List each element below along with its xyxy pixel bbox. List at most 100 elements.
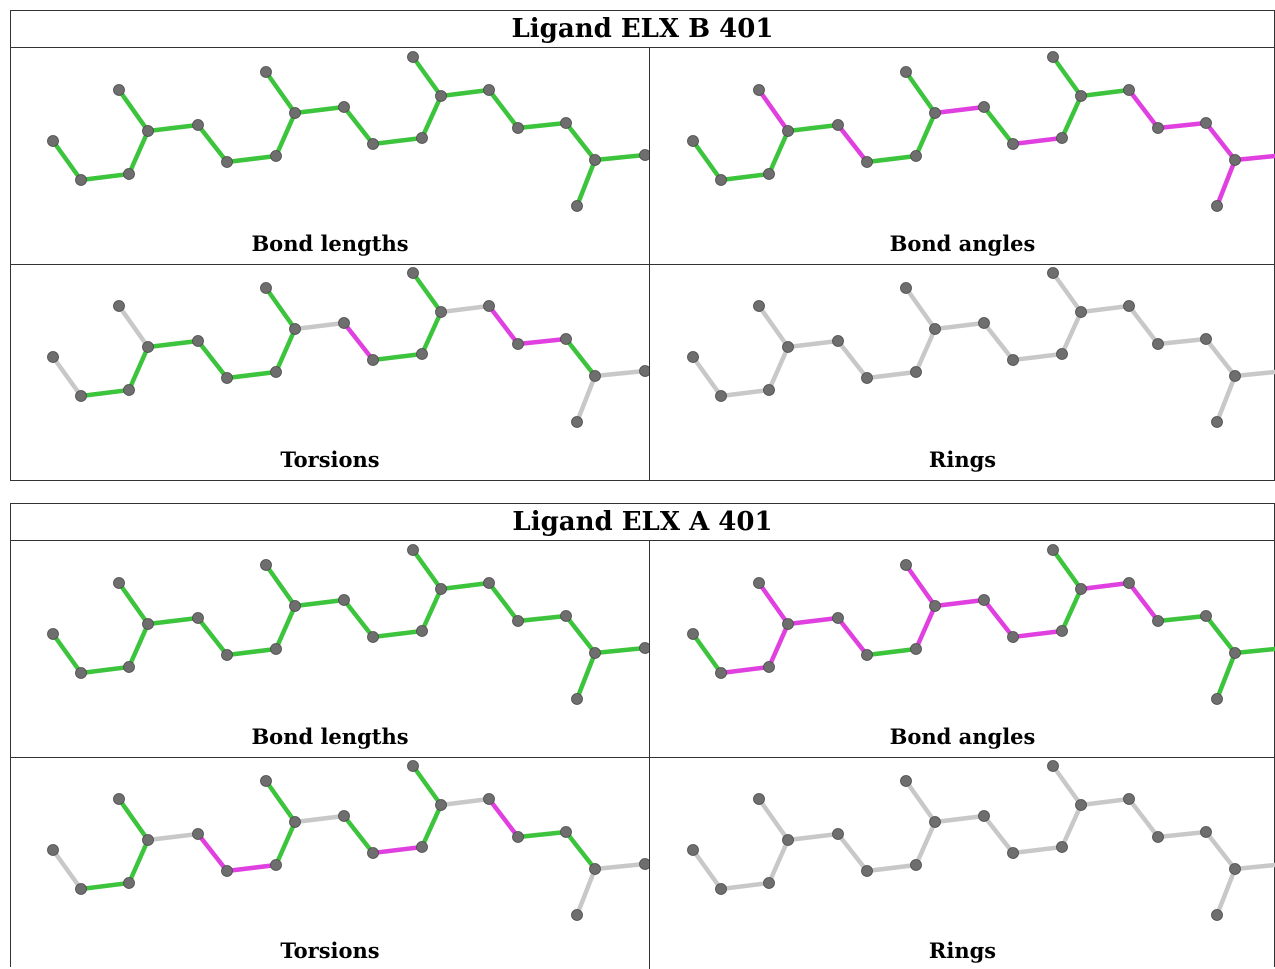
panel-label: Bond angles [889, 231, 1036, 256]
bond [263, 285, 298, 332]
atom [270, 643, 282, 655]
atom [47, 844, 59, 856]
bond [410, 547, 444, 592]
bond [981, 597, 1016, 640]
atom [142, 834, 154, 846]
atom [1123, 793, 1135, 805]
bond [1059, 309, 1084, 357]
atom [1047, 51, 1059, 63]
bond [116, 580, 151, 627]
atom [416, 625, 428, 637]
bond [574, 866, 598, 918]
atom [589, 370, 601, 382]
atom [832, 828, 844, 840]
atom [715, 667, 727, 679]
bond [592, 152, 648, 163]
atom [221, 865, 233, 877]
atom [367, 631, 379, 643]
bond [515, 829, 569, 840]
bond [515, 120, 569, 131]
bond [1059, 586, 1084, 634]
atom [560, 333, 572, 345]
atom [483, 300, 495, 312]
atom [113, 793, 125, 805]
atom [221, 156, 233, 168]
bond [932, 104, 987, 116]
bond [864, 369, 919, 381]
bond [690, 138, 724, 183]
bond [690, 631, 724, 676]
bond [563, 829, 598, 872]
bond [1126, 303, 1161, 347]
bond [341, 597, 376, 640]
bond [1214, 373, 1238, 425]
bond [1050, 763, 1084, 808]
bond [690, 847, 724, 892]
bond [410, 54, 444, 99]
bond [224, 369, 279, 381]
bond [78, 171, 132, 183]
panel-label: Rings [928, 938, 997, 963]
atom [589, 647, 601, 659]
atom [929, 107, 941, 119]
grid-divider [11, 264, 1275, 265]
bond [224, 862, 279, 874]
bond [766, 128, 791, 177]
atom [338, 317, 350, 329]
bond [1050, 54, 1084, 99]
atom [560, 117, 572, 129]
bond [145, 122, 201, 134]
bond [932, 813, 987, 825]
atom [483, 84, 495, 96]
panel-label: Torsions [280, 447, 380, 472]
atom [910, 366, 922, 378]
bond [273, 110, 298, 159]
atom [113, 300, 125, 312]
bond [835, 338, 870, 381]
bond [263, 562, 298, 609]
bond [116, 87, 151, 134]
bond [903, 778, 938, 825]
bond [785, 831, 841, 843]
atom [753, 300, 765, 312]
bond [756, 303, 791, 350]
atom [571, 200, 583, 212]
atom [289, 107, 301, 119]
bond [341, 813, 376, 856]
atom [260, 282, 272, 294]
bond [515, 336, 569, 347]
atom [192, 119, 204, 131]
atom [639, 149, 649, 161]
atom [1123, 577, 1135, 589]
bond [292, 104, 347, 116]
bond [341, 104, 376, 147]
panel-grid: Bond lengths Bond angles Torsions Rings [11, 48, 1275, 481]
bond [438, 796, 492, 808]
bond [835, 122, 870, 165]
atom [687, 628, 699, 640]
atom [560, 610, 572, 622]
atom [416, 132, 428, 144]
atom [435, 306, 447, 318]
bond [1203, 613, 1238, 656]
panel-label: Bond lengths [251, 724, 409, 749]
bond [981, 104, 1016, 147]
atom [571, 909, 583, 921]
atom [560, 826, 572, 838]
panel-bond-angles: Bond angles [649, 48, 1275, 264]
bond [785, 615, 841, 627]
atom [142, 618, 154, 630]
bond [116, 303, 151, 350]
atom [1200, 333, 1212, 345]
bond [574, 373, 598, 425]
atom [123, 877, 135, 889]
ligand-title: Ligand ELX B 401 [11, 11, 1274, 48]
bond [145, 615, 201, 627]
atom [782, 125, 794, 137]
bond [1232, 153, 1275, 163]
atom [715, 390, 727, 402]
atom [1123, 84, 1135, 96]
panel-bond-angles: Bond angles [649, 541, 1275, 757]
bond [718, 664, 772, 676]
bond [1214, 157, 1238, 209]
